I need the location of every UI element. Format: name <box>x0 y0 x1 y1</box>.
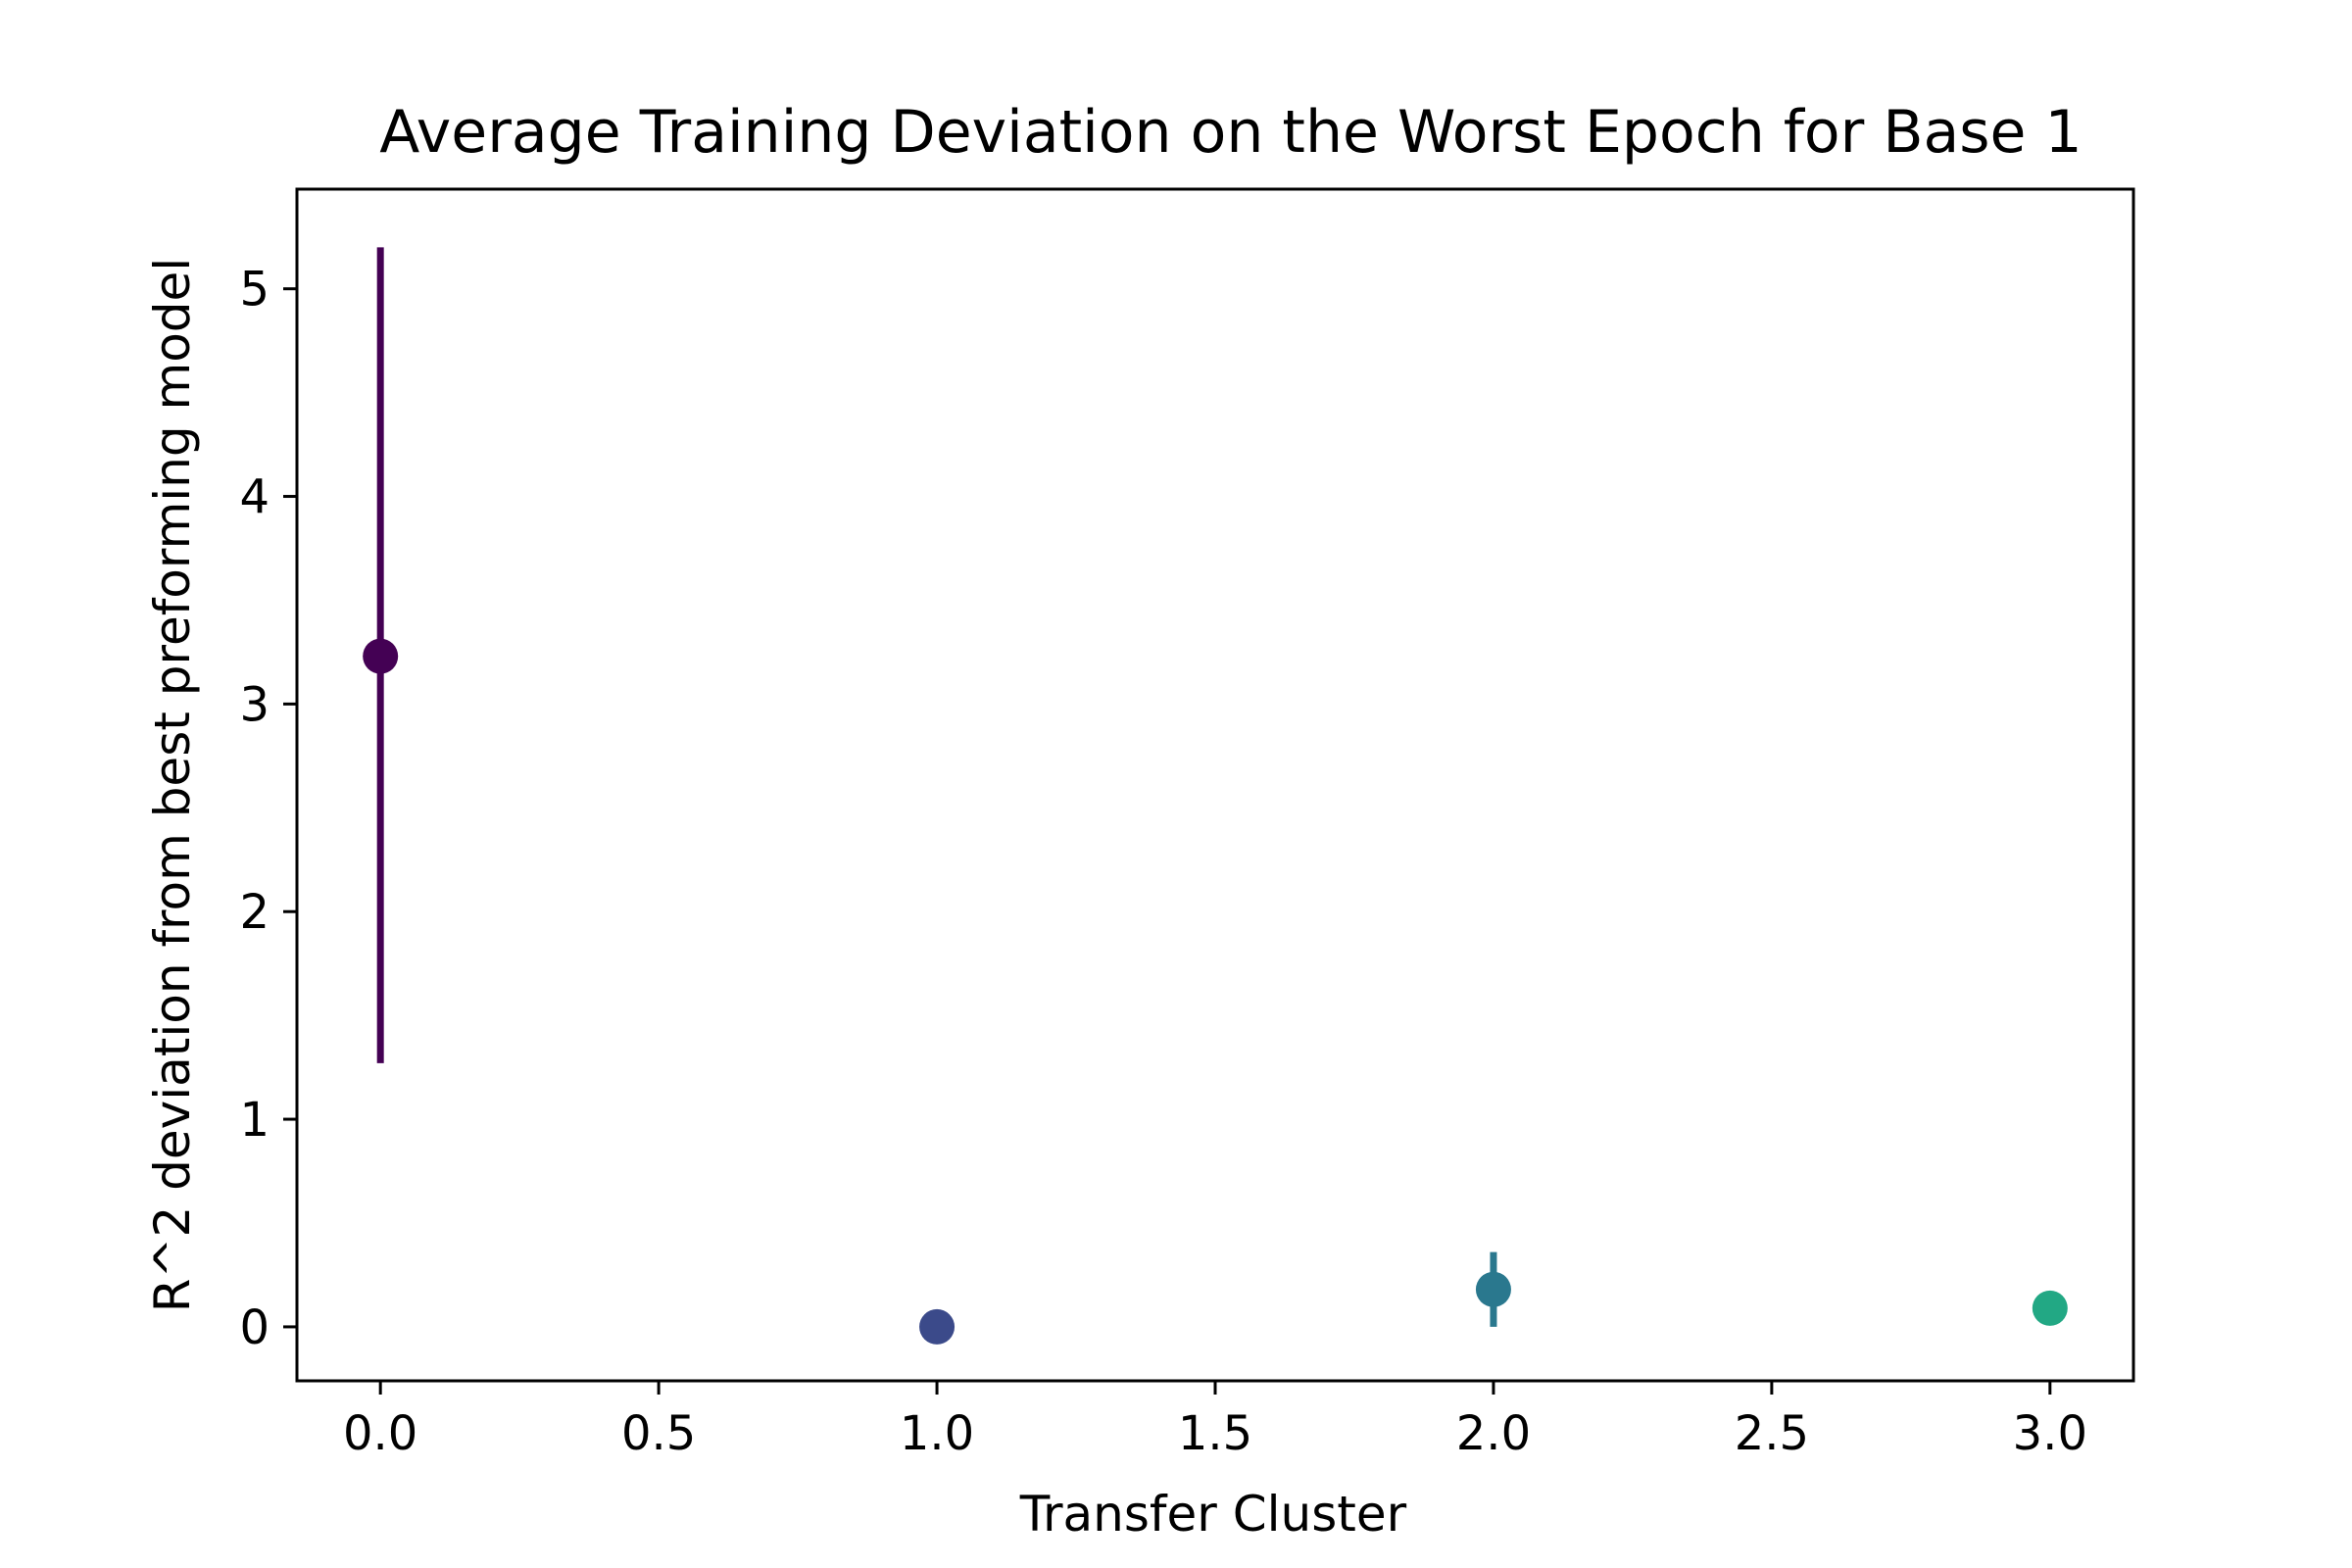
y-tick-label: 4 <box>239 470 270 525</box>
data-point-1 <box>919 1308 956 1345</box>
y-tick-label: 3 <box>239 677 270 732</box>
x-tick-label: 2.5 <box>1735 1406 1809 1461</box>
x-tick-label: 3.0 <box>2013 1406 2087 1461</box>
x-tick-label: 1.0 <box>900 1406 974 1461</box>
y-tick-label: 0 <box>239 1300 270 1355</box>
x-tick-label: 0.0 <box>343 1406 417 1461</box>
y-tick-label: 5 <box>239 263 270 318</box>
y-tick-label: 1 <box>239 1093 270 1148</box>
x-tick-label: 1.5 <box>1178 1406 1252 1461</box>
chart-title: Average Training Deviation on the Worst … <box>379 98 2082 167</box>
data-point-3 <box>2032 1290 2068 1326</box>
plot-marks <box>363 247 2068 1345</box>
data-point-2 <box>1475 1271 1511 1307</box>
x-tick-label: 0.5 <box>621 1406 696 1461</box>
x-tick-label: 2.0 <box>1456 1406 1531 1461</box>
x-axis-label: Transfer Cluster <box>1019 1486 1407 1543</box>
data-point-0 <box>363 638 399 674</box>
y-axis-label: R^2 deviation from best preforming model <box>144 258 201 1312</box>
y-tick-label: 2 <box>239 885 270 940</box>
